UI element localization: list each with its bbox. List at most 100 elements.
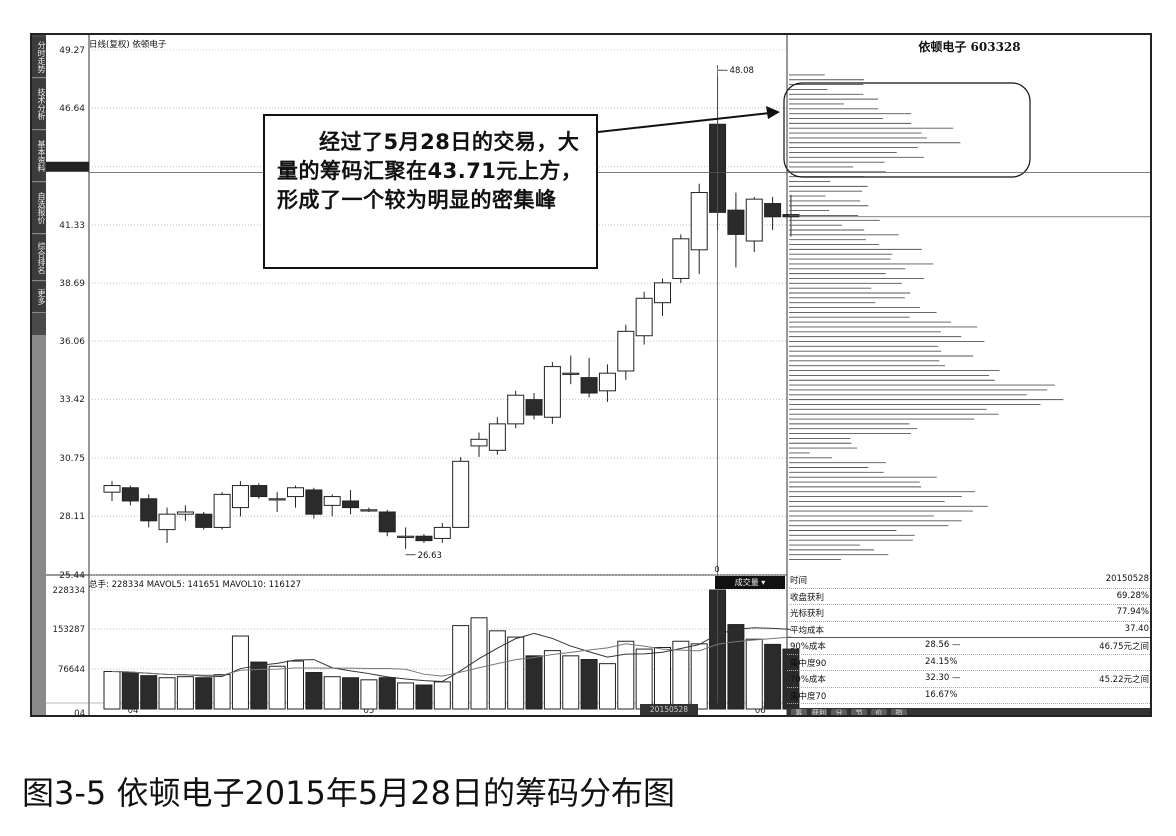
date-tick-label: 06: [755, 706, 766, 715]
volume-bar: [727, 624, 745, 710]
price-tick-label: 28.11: [59, 512, 85, 522]
chip-tab[interactable]: 筹: [791, 709, 807, 715]
candle-body: [397, 535, 415, 538]
volume-bar: [213, 674, 231, 710]
side-tab[interactable]: 基本资料: [32, 131, 46, 182]
chip-tab[interactable]: 价: [871, 709, 887, 715]
volume-bar: [690, 643, 708, 710]
volume-bar: [507, 636, 525, 710]
chart-window: 49.2746.6443.9741.3338.6936.0633.4230.75…: [30, 33, 1152, 717]
volume-bar: [525, 655, 543, 710]
candle-body: [690, 192, 708, 251]
side-tab[interactable]: 分时走势: [32, 37, 46, 78]
volume-tick-label: 76644: [58, 665, 85, 675]
volume-bar: [360, 679, 378, 710]
candle-body: [195, 513, 213, 528]
info-label: 平均成本: [790, 625, 825, 636]
info-mid-value: 28.56 —: [925, 640, 961, 650]
price-tick-label: 25.44: [59, 571, 85, 581]
side-tab[interactable]: 综合排名: [32, 235, 46, 281]
info-label: 90%成本: [790, 642, 826, 652]
info-value: 69.28%: [1116, 590, 1149, 601]
candle-body: [580, 377, 598, 394]
volume-bar: [452, 625, 470, 710]
volume-bar: [140, 675, 158, 710]
volume-bar: [635, 648, 653, 710]
info-label: 集中度90: [790, 658, 827, 669]
candle-body: [103, 485, 121, 493]
candle-body: [543, 366, 561, 418]
chip-tab[interactable]: 指: [891, 709, 907, 715]
chart-header: 日线(复权) 依顿电子: [89, 40, 167, 50]
volume-tick-label: 04: [74, 709, 85, 715]
info-mid-value: 16.67%: [925, 689, 958, 700]
side-tab-bar: 分时走势 技术分析 基本资料 自选报价 综合排名 更多: [32, 35, 46, 335]
candle-body: [121, 487, 139, 502]
price-tick-label: 30.75: [59, 454, 85, 464]
price-tick-label: 38.69: [59, 279, 85, 289]
volume-bar: [378, 677, 396, 710]
candles: [103, 76, 800, 549]
chip-info-row: 集中度90 24.15%: [787, 655, 1150, 671]
info-label: 光标获利: [790, 609, 825, 619]
volume-bar: [121, 672, 139, 710]
candle-body: [488, 423, 506, 451]
candle-body: [231, 485, 249, 509]
candle-body: [635, 297, 653, 337]
candle-body: [470, 438, 488, 447]
candle-body: [287, 487, 304, 498]
volume-bars: [103, 589, 800, 710]
date-tick-label: 04: [128, 706, 139, 715]
info-value: 37.40: [1124, 623, 1149, 634]
side-tab-bar-lower: [32, 335, 46, 715]
volume-bar: [580, 658, 598, 710]
candle-body: [213, 493, 231, 528]
candle-body: [654, 282, 671, 304]
candle-body: [598, 372, 616, 392]
kline-chart: 49.2746.6443.9741.3338.6936.0633.4230.75…: [46, 35, 1150, 715]
volume-bar: [268, 665, 286, 710]
dense-peak-highlight: [783, 82, 1031, 178]
cursor-price-marker: [46, 161, 89, 172]
chip-tab[interactable]: 分: [831, 709, 847, 715]
cursor-date-box: 20150528: [640, 704, 698, 715]
price-tick-label: 46.64: [59, 104, 85, 114]
chip-tab[interactable]: 节: [851, 709, 867, 715]
candle-body: [525, 399, 543, 416]
volume-bar: [745, 638, 763, 710]
chip-panel: 依顿电子 603328 时间 20150528 收盘获利 69.28% 光标获利 77.9…: [787, 35, 1150, 717]
candle-body: [305, 489, 323, 515]
volume-bar: [103, 670, 121, 710]
price-axis: 49.2746.6443.9741.3338.6936.0633.4230.75…: [46, 46, 766, 715]
chip-info-row: 平均成本 37.40: [787, 622, 1150, 638]
volume-bar: [231, 635, 249, 710]
candle-body: [378, 511, 396, 533]
candle-body: [250, 485, 268, 498]
high-price-label: 48.08: [730, 66, 754, 76]
volume-bar: [195, 677, 213, 710]
info-value: 45.22元之间: [1099, 675, 1149, 685]
volume-bar: [397, 682, 415, 710]
candle-body: [507, 394, 525, 425]
candle-body: [452, 460, 470, 528]
volume-bar: [598, 663, 616, 710]
annotation-callout: 经过了5月28日的交易，大量的筹码汇聚在43.71元上方，形成了一个较为明显的密…: [263, 114, 598, 269]
price-tick-label: 41.33: [59, 221, 85, 231]
volume-bar: [250, 661, 268, 710]
volume-bar: [654, 647, 671, 710]
volume-bar: [672, 640, 690, 710]
candle-body: [323, 496, 341, 506]
info-value: 46.75元之间: [1099, 642, 1149, 652]
volume-bar: [323, 676, 341, 710]
candle-body: [342, 500, 360, 509]
candle-body: [433, 526, 451, 539]
volume-bar: [158, 677, 176, 710]
side-tab[interactable]: 更多: [32, 282, 46, 313]
side-tab[interactable]: 自选报价: [32, 183, 46, 234]
chip-info-table: 时间 20150528 收盘获利 69.28% 光标获利 77.94% 平均成本 37.40 9…: [787, 572, 1150, 704]
volume-indicator-button[interactable]: 成交量 ▾: [715, 576, 785, 589]
candle-body: [140, 498, 158, 522]
chip-tab[interactable]: 获利: [811, 709, 827, 717]
volume-bar: [415, 684, 433, 710]
side-tab[interactable]: 技术分析: [32, 79, 46, 130]
